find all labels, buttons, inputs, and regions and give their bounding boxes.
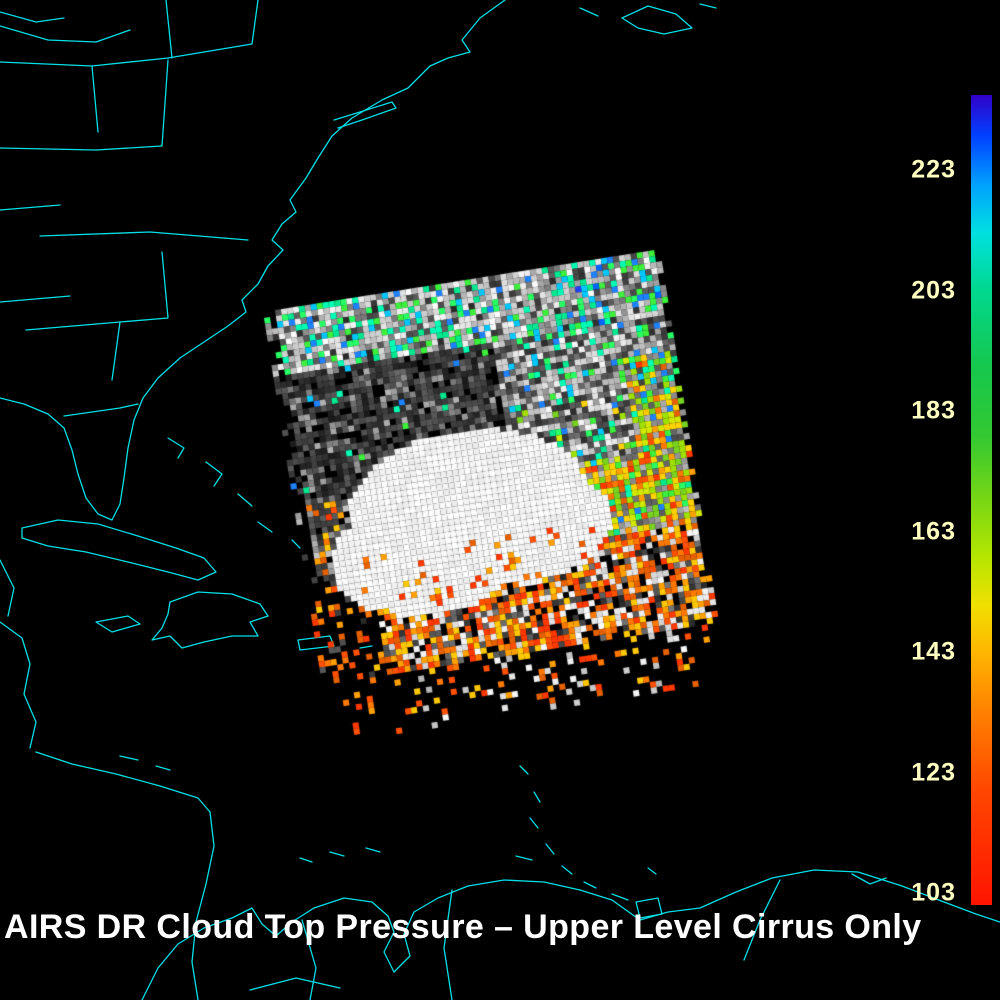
colorbar xyxy=(971,95,992,905)
colorbar-label: 163 xyxy=(911,517,956,545)
colorbar-label: 143 xyxy=(911,637,956,666)
colorbar-label: 203 xyxy=(911,276,956,304)
colorbar-label: 123 xyxy=(911,758,956,786)
colorbar-label: 103 xyxy=(911,878,956,907)
colorbar-label: 183 xyxy=(911,396,956,425)
colorbar-label: 223 xyxy=(911,155,956,184)
page-title: AIRS DR Cloud Top Pressure – Upper Level… xyxy=(4,908,922,946)
